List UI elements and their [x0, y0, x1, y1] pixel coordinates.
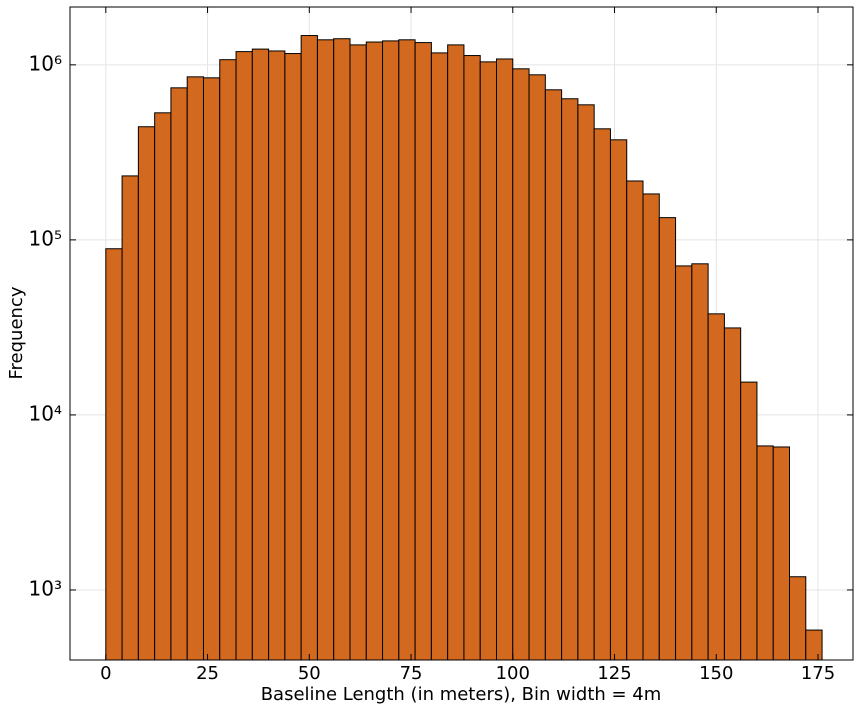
bar [495, 58, 514, 661]
bar [202, 77, 221, 661]
bar [186, 76, 204, 661]
bar [333, 38, 351, 661]
x-tick-label: 0 [100, 663, 111, 684]
bar [268, 50, 286, 661]
bar [398, 39, 416, 661]
bar [382, 40, 400, 661]
y-axis-label: Frequency [6, 286, 27, 379]
bar [463, 55, 481, 661]
x-tick-label: 25 [196, 663, 219, 684]
bar [235, 51, 253, 661]
bar [479, 61, 497, 661]
y-tick-label: 10⁵ [29, 226, 62, 250]
bar [772, 446, 791, 661]
bar [105, 248, 123, 661]
bar [447, 44, 465, 661]
bar [430, 52, 449, 661]
bar [154, 112, 172, 661]
y-tick-label: 10⁶ [29, 51, 62, 75]
y-tick-label: 10³ [29, 576, 62, 600]
bar [658, 217, 677, 661]
y-tick-label: 10⁴ [29, 401, 62, 425]
bar [137, 126, 156, 661]
bar [365, 41, 384, 661]
x-tick-label: 100 [496, 663, 530, 684]
bar [740, 381, 758, 661]
bar [170, 87, 188, 661]
plot-frame [69, 6, 854, 661]
bar [593, 128, 611, 661]
bar [251, 48, 270, 661]
bar [577, 104, 595, 661]
bar [756, 445, 774, 661]
bar [349, 44, 367, 661]
bar [609, 139, 628, 661]
bar [642, 193, 660, 661]
bar [561, 98, 579, 661]
bar [121, 175, 139, 661]
bar [805, 629, 823, 661]
bar [723, 327, 742, 661]
bar [691, 263, 709, 661]
x-tick-label: 175 [801, 663, 835, 684]
bar [675, 265, 693, 661]
bar [414, 42, 432, 661]
x-tick-label: 75 [400, 663, 423, 684]
x-axis-label: Baseline Length (in meters), Bin width =… [261, 684, 662, 705]
bar [219, 59, 237, 661]
bar [300, 35, 318, 661]
bar [707, 313, 725, 661]
x-tick-label: 50 [298, 663, 321, 684]
x-tick-label: 125 [597, 663, 631, 684]
bar [512, 68, 530, 661]
bar [528, 74, 546, 661]
bar [626, 180, 644, 661]
bar [789, 576, 807, 661]
x-tick-label: 150 [699, 663, 733, 684]
bar [544, 89, 563, 661]
bar [316, 39, 335, 661]
bar [284, 53, 302, 661]
